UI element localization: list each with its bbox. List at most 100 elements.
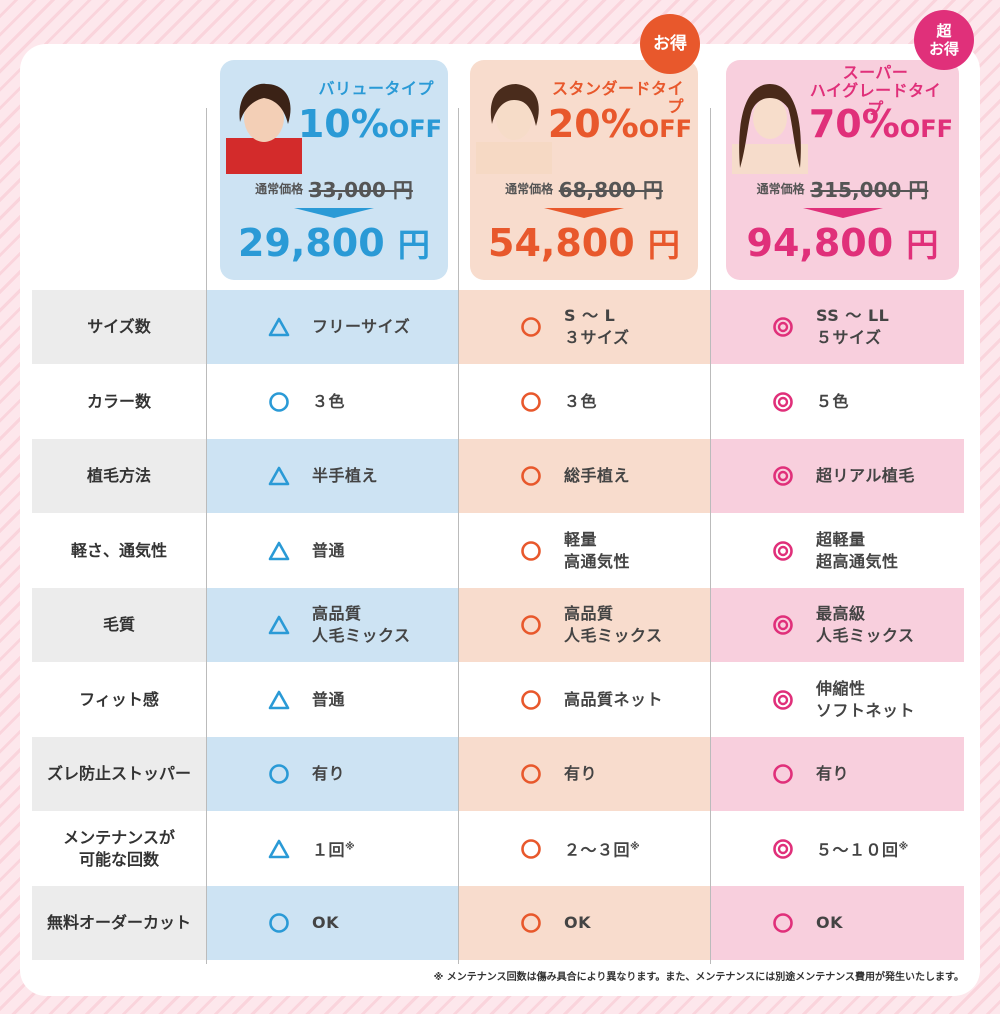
- down-arrow-icon: [544, 208, 624, 218]
- comparison-cell: フリーサイズ: [206, 290, 458, 364]
- cell-text: OK: [816, 913, 843, 932]
- comparison-row: 毛質 高品質 人毛ミックス 高品質 人毛ミックス 最高級 人毛ミックス: [32, 588, 964, 662]
- comparison-row: 軽さ、通気性 普通 軽量 高通気性 超軽量 超高通気性: [32, 514, 964, 588]
- triangle-icon: [268, 466, 290, 486]
- plan-name: スタンダードタイプ: [551, 79, 684, 116]
- cell-text: 有り: [312, 764, 346, 783]
- comparison-row: メンテナンスが 可能な回数 １回※ ２～３回※ ５～１０回※: [32, 812, 964, 886]
- comparison-cell: OK: [206, 886, 458, 960]
- comparison-cell: ５色: [710, 365, 964, 439]
- cell-text: ３色: [312, 391, 346, 411]
- super-deal-badge: 超お得: [914, 10, 974, 70]
- triangle-icon: [268, 541, 290, 560]
- cell-text: 普通: [312, 540, 346, 560]
- cell-text: ５色: [816, 391, 850, 411]
- circle-icon: [521, 540, 541, 561]
- cell-text: 有り: [816, 764, 850, 783]
- comparison-cell: 高品質 人毛ミックス: [458, 588, 710, 662]
- cell-text: 最高級 人毛ミックス: [816, 604, 915, 645]
- triangle-icon: [268, 839, 290, 858]
- circle-icon: [773, 764, 793, 784]
- double-circle-icon: [773, 391, 793, 412]
- comparison-cell: ３色: [458, 365, 710, 439]
- deal-badge: お得: [640, 14, 700, 74]
- comparison-cell: 有り: [206, 737, 458, 811]
- comparison-row: 無料オーダーカット OK OK OK: [32, 886, 964, 960]
- sale-price: 94,800 円: [746, 221, 939, 265]
- circle-icon: [521, 838, 541, 859]
- comparison-row: ズレ防止ストッパー 有り 有り 有り: [32, 737, 964, 811]
- comparison-cell: 高品質 人毛ミックス: [206, 588, 458, 662]
- plan-name: バリュータイプ: [318, 79, 434, 98]
- discount-label: 10%OFF: [297, 102, 442, 146]
- cell-text: S ～ L ３サイズ: [564, 306, 630, 347]
- double-circle-icon: [773, 615, 793, 635]
- discount-label: 20%OFF: [547, 102, 692, 146]
- badge-line1: 超: [936, 22, 952, 40]
- row-label: 軽さ、通気性: [70, 540, 167, 560]
- triangle-icon: [268, 690, 290, 709]
- row-label: フィット感: [79, 689, 159, 709]
- row-label: 植毛方法: [32, 439, 206, 513]
- double-circle-icon: [773, 689, 793, 710]
- cell-text: ３色: [564, 391, 598, 411]
- row-label: メンテナンスが 可能な回数: [63, 827, 175, 869]
- regular-price: 通常価格 68,800 円: [505, 178, 663, 202]
- comparison-cell: OK: [710, 886, 964, 960]
- column-divider: [710, 108, 711, 964]
- cell-text: １回※: [312, 840, 356, 860]
- cell-text: 高品質ネット: [564, 689, 664, 709]
- comparison-cell: OK: [458, 886, 710, 960]
- regular-price: 通常価格 33,000 円: [255, 178, 413, 202]
- comparison-cell: 超リアル植毛: [710, 439, 964, 513]
- comparison-cell: 伸縮性 ソフトネット: [710, 663, 964, 737]
- circle-icon: [521, 615, 541, 635]
- plan-card-standard[interactable]: スタンダードタイプ 20%OFF 通常価格 68,800 円 54,800 円: [470, 60, 698, 280]
- comparison-cell: SS ～ LL ５サイズ: [710, 290, 964, 364]
- double-circle-icon: [773, 540, 793, 561]
- comparison-cell: ５～１０回※: [710, 812, 964, 886]
- comparison-cell: 超軽量 超高通気性: [710, 514, 964, 588]
- column-divider: [458, 108, 459, 964]
- note-mark: ※: [630, 840, 641, 852]
- model-photo: [226, 83, 302, 174]
- cell-text: 伸縮性 ソフトネット: [816, 678, 916, 720]
- triangle-icon: [268, 615, 290, 635]
- double-circle-icon: [773, 466, 793, 486]
- comparison-cell: 普通: [206, 663, 458, 737]
- plan-card-value[interactable]: バリュータイプ 10%OFF 通常価格 33,000 円 29,800 円: [220, 60, 448, 280]
- cell-text: 総手植え: [564, 466, 631, 485]
- comparison-cell: 軽量 高通気性: [458, 514, 710, 588]
- comparison-cell: 総手植え: [458, 439, 710, 513]
- circle-icon: [269, 391, 289, 412]
- model-photo: [476, 84, 552, 174]
- cell-text: 普通: [312, 689, 346, 709]
- comparison-cell: 高品質ネット: [458, 663, 710, 737]
- circle-icon: [521, 764, 541, 784]
- circle-icon: [521, 317, 541, 337]
- comparison-cell: ３色: [206, 365, 458, 439]
- comparison-row: 植毛方法 半手植え 総手植え 超リアル植毛: [32, 439, 964, 513]
- regular-price: 通常価格 315,000 円: [756, 178, 929, 202]
- cell-text: OK: [564, 913, 591, 932]
- row-label: 無料オーダーカット: [32, 886, 206, 960]
- circle-icon: [521, 913, 541, 933]
- plan-card-super-high-grade[interactable]: スーパー ハイグレードタイプ 70%OFF 通常価格 315,000 円 94,…: [726, 60, 959, 280]
- note-mark: ※: [345, 840, 356, 852]
- footnote: ※ メンテナンス回数は傷み具合により異なります。また、メンテナンスには別途メンテ…: [433, 972, 964, 983]
- comparison-cell: 半手植え: [206, 439, 458, 513]
- cell-text: 高品質 人毛ミックス: [564, 604, 663, 645]
- down-arrow-icon: [294, 208, 374, 218]
- triangle-icon: [268, 317, 290, 337]
- down-arrow-icon: [802, 208, 883, 218]
- cell-text: 有り: [564, 764, 598, 783]
- cell-text: フリーサイズ: [312, 317, 411, 336]
- double-circle-icon: [773, 317, 793, 337]
- cell-text: 高品質 人毛ミックス: [312, 604, 411, 645]
- double-circle-icon: [773, 838, 793, 859]
- column-divider: [206, 108, 207, 964]
- comparison-row: カラー数 ３色 ３色 ５色: [32, 365, 964, 439]
- sale-price: 29,800 円: [238, 221, 430, 265]
- cell-text: 超軽量 超高通気性: [816, 529, 899, 571]
- cell-text: 半手植え: [312, 466, 379, 485]
